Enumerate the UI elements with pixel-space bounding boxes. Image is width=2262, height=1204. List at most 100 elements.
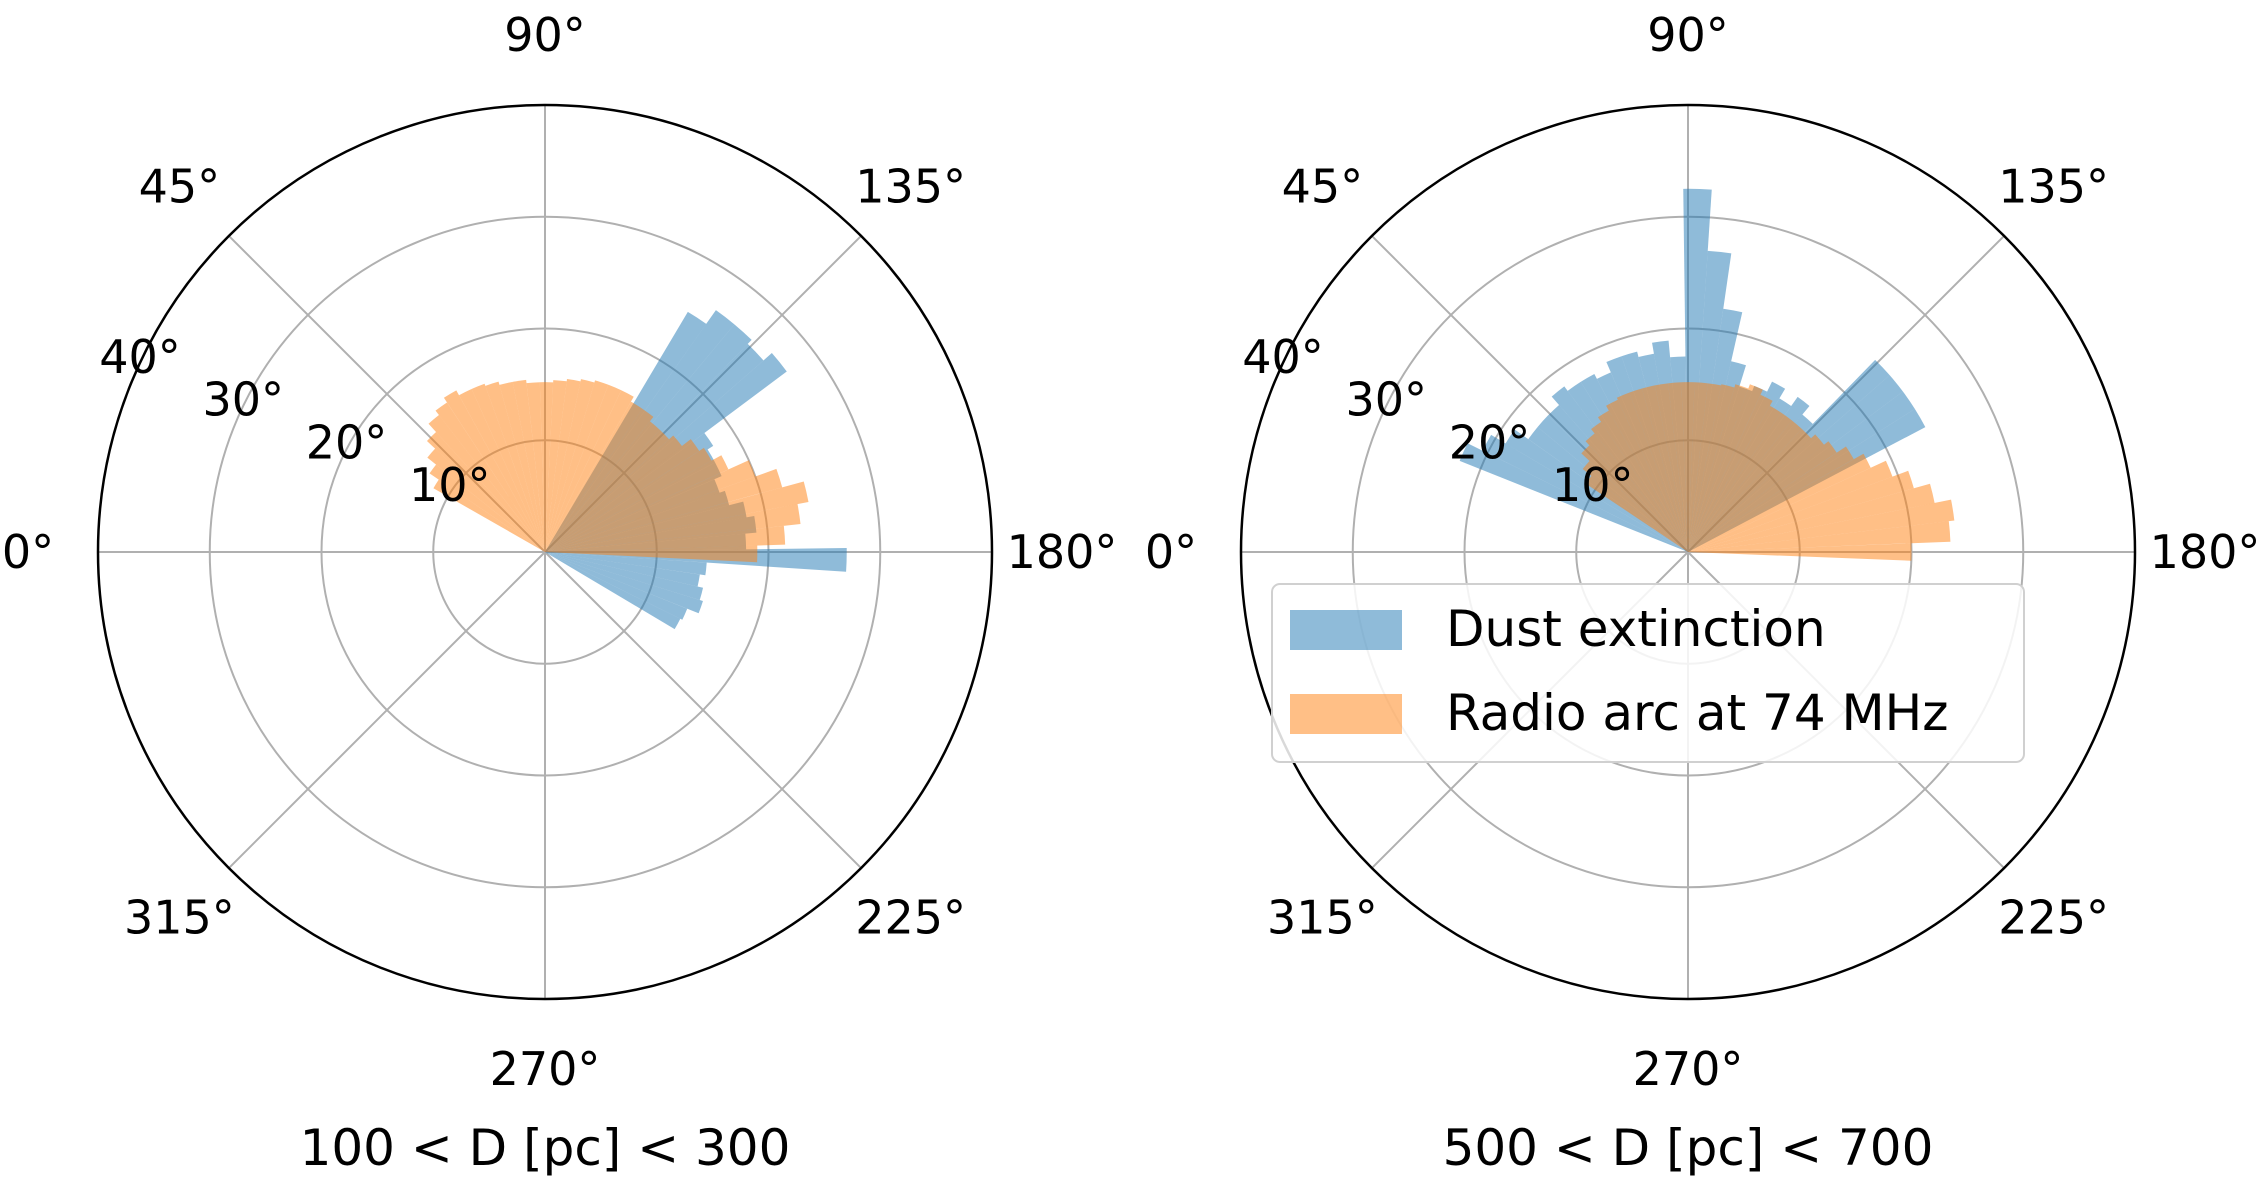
radio-arc-bar — [433, 479, 545, 552]
radio-arc-bar — [1688, 460, 1893, 552]
radio-arc-bar — [1688, 446, 1854, 552]
legend-swatch-radio-arc — [1290, 694, 1402, 734]
dust-extinction-bar — [545, 552, 688, 620]
theta-tick-label: 90° — [504, 8, 586, 62]
radio-arc-bar — [1616, 392, 1688, 552]
radio-arc-bar — [1581, 445, 1688, 552]
radio-arc-bar — [545, 379, 581, 552]
r-tick-label: 30° — [1346, 373, 1428, 427]
radio-arc-bar — [1688, 384, 1749, 552]
radio-arc-bar — [429, 464, 545, 552]
r-tick-label: 30° — [203, 373, 285, 427]
bars — [426, 310, 847, 630]
dust-extinction-bar — [545, 552, 681, 630]
radio-arc-bar — [443, 390, 545, 552]
radio-arc-bar — [545, 435, 682, 552]
radio-arc-bar — [1688, 412, 1792, 552]
theta-tick-label: 135° — [855, 159, 966, 213]
radio-arc-bar — [1585, 475, 1688, 552]
radio-arc-bar — [545, 384, 622, 552]
r-tick-label: 20° — [1449, 416, 1531, 470]
theta-grid-line — [544, 551, 862, 869]
radio-arc-bar — [1597, 410, 1688, 552]
theta-grid-line — [228, 551, 546, 869]
radio-arc-bar — [539, 382, 554, 552]
radio-arc-bar — [545, 408, 654, 552]
theta-tick-label: 0° — [1145, 525, 1197, 579]
theta-tick-label: 0° — [2, 525, 54, 579]
theta-tick-label: 180° — [1007, 525, 1118, 579]
polar-frame — [1239, 103, 2137, 1001]
dust-extinction-bar — [545, 552, 707, 576]
theta-tick-label: 270° — [490, 1042, 601, 1096]
theta-tick-label: 45° — [1282, 159, 1364, 213]
radio-arc-bar — [545, 401, 643, 552]
radio-arc-bar — [545, 380, 609, 552]
radio-arc-bar — [1591, 421, 1688, 552]
radio-arc-bar — [1688, 483, 1935, 552]
radio-arc-bar — [545, 380, 567, 552]
radio-arc-bar — [427, 448, 545, 552]
r-tick-label: 10° — [409, 458, 491, 512]
radio-arc-bar — [1688, 382, 1708, 552]
dust-extinction-bar — [1482, 434, 1688, 552]
radio-arc-bar — [499, 381, 545, 552]
radio-arc-bar — [1688, 453, 1871, 552]
radio-arc-bar — [545, 447, 712, 552]
radio-arc-bar — [1585, 433, 1688, 552]
radio-arc-bar — [426, 432, 545, 552]
radio-arc-bar — [1668, 382, 1688, 552]
radio-arc-bar — [1688, 383, 1722, 552]
radio-arc-bar — [1688, 394, 1773, 552]
legend-swatch-dust-extinction — [1290, 610, 1402, 650]
radio-arc-bar — [1688, 384, 1735, 552]
dust-extinction-bar — [545, 552, 703, 614]
theta-tick-label: 45° — [139, 159, 221, 213]
radio-arc-bar — [1688, 428, 1812, 552]
radio-arc-bar — [545, 421, 660, 552]
theta-tick-label: 90° — [1647, 8, 1729, 62]
polar-frame — [96, 103, 994, 1001]
radio-arc-bar — [512, 379, 545, 552]
legend-label-dust-extinction: Dust extinction — [1446, 600, 1826, 658]
theta-tick-label: 270° — [1633, 1042, 1744, 1096]
polar-chart-right: 0° 45° 90° 135° 180° 225° 270° 315° 10° 20° 30° 40… — [1145, 8, 2261, 1177]
polar-chart-left: 0° 45° 90° 135° 180° 225° 270° 315° 10° 20° 30° 40… — [2, 8, 1118, 1177]
radio-arc-bar — [545, 468, 783, 552]
theta-tick-labels: 0° 45° 90° 135° 180° 225° 270° 315° — [1145, 8, 2261, 1096]
r-tick-labels: 10° 20° 30° 40° — [99, 330, 490, 512]
radio-arc-bar — [545, 504, 801, 552]
r-tick-label: 40° — [1242, 330, 1324, 384]
radio-arc-bar — [545, 429, 670, 552]
radio-arc-bar — [1688, 470, 1914, 552]
radio-arc-bar — [1654, 383, 1688, 552]
radio-arc-bar — [471, 383, 545, 552]
radio-arc-bar — [545, 390, 634, 552]
r-tick-label: 40° — [99, 330, 181, 384]
dust-extinction-bar — [1459, 443, 1688, 552]
radio-arc-bar — [1582, 460, 1688, 552]
radio-arc-bar — [545, 460, 756, 552]
radio-arc-bar — [1688, 499, 1955, 552]
theta-tick-label: 225° — [1998, 891, 2109, 945]
dust-extinction-bar — [545, 552, 700, 587]
radio-arc-bar — [545, 439, 700, 552]
radio-arc-bar — [1606, 399, 1688, 552]
radio-arc-bar — [428, 415, 545, 552]
radio-arc-bar — [545, 481, 809, 552]
radio-arc-bar — [459, 388, 545, 552]
radio-arc-bar — [545, 379, 595, 552]
radio-arc-bar — [1629, 388, 1688, 552]
theta-tick-label: 135° — [1998, 159, 2109, 213]
radio-arc-bar — [545, 545, 758, 563]
theta-tick-label: 315° — [124, 891, 235, 945]
radio-arc-bar — [435, 402, 545, 552]
legend: Dust extinction Radio arc at 74 MHz — [1271, 583, 2025, 763]
radio-arc-bar — [1688, 434, 1825, 552]
radio-arc-bar — [526, 382, 545, 552]
radio-arc-bar — [1688, 405, 1782, 552]
r-tick-labels: 10° 20° 30° 40° — [1242, 330, 1633, 512]
radio-arc-bar — [1688, 384, 1763, 552]
theta-tick-label: 180° — [2150, 525, 2261, 579]
theta-tick-label: 225° — [855, 891, 966, 945]
